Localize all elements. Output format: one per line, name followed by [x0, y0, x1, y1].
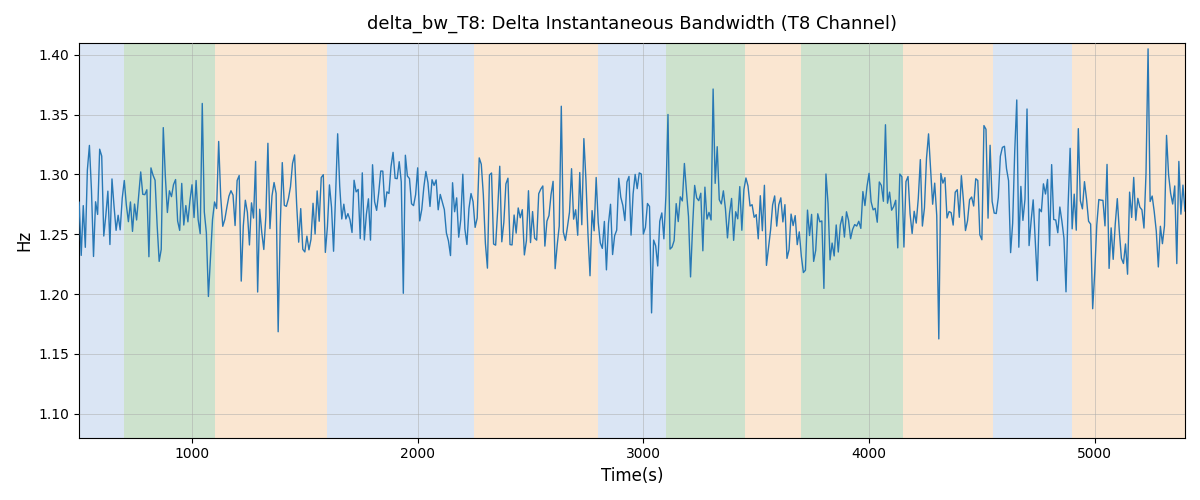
- Bar: [666, 43, 745, 438]
- Bar: [802, 43, 902, 438]
- Bar: [125, 43, 215, 438]
- Bar: [328, 43, 474, 438]
- X-axis label: Time(s): Time(s): [601, 467, 664, 485]
- Bar: [745, 43, 802, 438]
- Bar: [599, 43, 666, 438]
- Bar: [215, 43, 328, 438]
- Bar: [79, 43, 125, 438]
- Title: delta_bw_T8: Delta Instantaneous Bandwidth (T8 Channel): delta_bw_T8: Delta Instantaneous Bandwid…: [367, 15, 898, 34]
- Y-axis label: Hz: Hz: [14, 230, 32, 251]
- Bar: [994, 43, 1072, 438]
- Bar: [902, 43, 994, 438]
- Bar: [474, 43, 599, 438]
- Bar: [1072, 43, 1186, 438]
